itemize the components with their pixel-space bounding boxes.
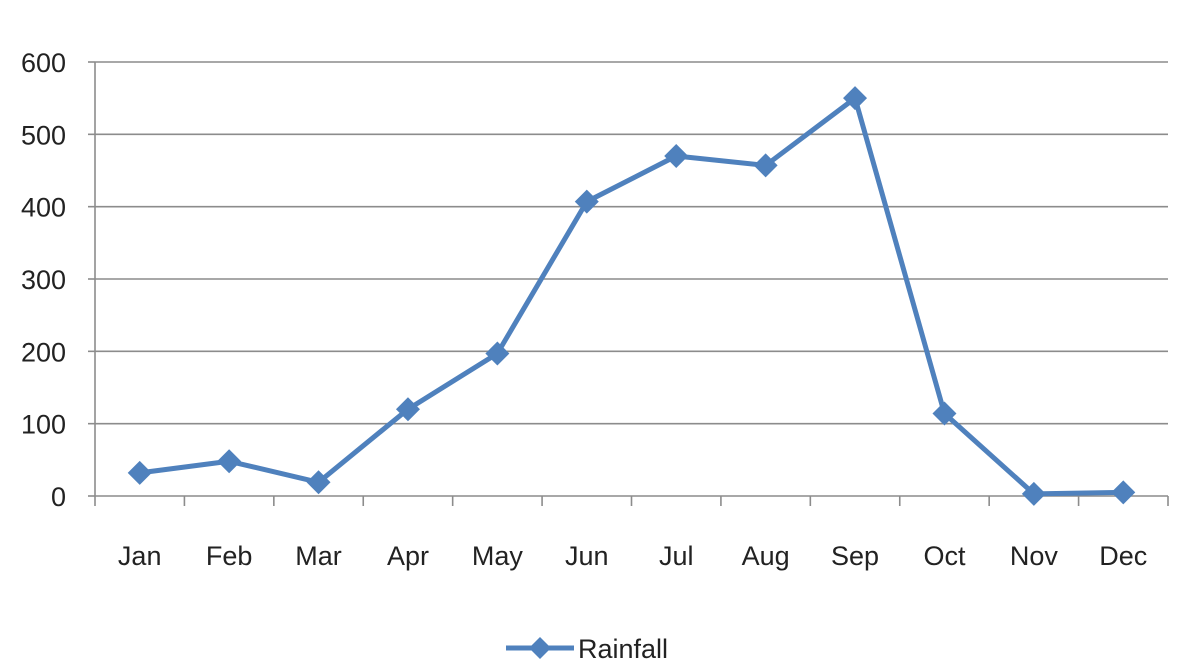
- x-tick-label: Jun: [565, 541, 609, 571]
- x-tick-label: Apr: [387, 541, 429, 571]
- legend-label: Rainfall: [578, 634, 668, 664]
- series-line: [137, 95, 1126, 497]
- data-point-marker: [217, 449, 242, 474]
- data-point-marker: [127, 460, 152, 485]
- x-tick-label: Sep: [831, 541, 879, 571]
- data-point-marker: [664, 144, 689, 169]
- x-tick-label: Dec: [1099, 541, 1147, 571]
- y-tick-label: 0: [51, 482, 66, 512]
- x-tick-labels: Jan Feb Mar Apr May Jun Jul Aug Sep Oct Nov Dec: [118, 541, 1147, 571]
- x-tick-label: Feb: [206, 541, 253, 571]
- data-point-marker: [574, 189, 599, 214]
- data-point-marker: [1111, 480, 1136, 505]
- data-point-marker: [843, 86, 868, 111]
- gridlines: [95, 61, 1168, 425]
- y-tick-label: 100: [21, 410, 66, 440]
- legend: Rainfall: [506, 634, 668, 664]
- y-tick-label: 500: [21, 120, 66, 150]
- data-point-marker: [753, 153, 778, 178]
- data-point-marker: [932, 401, 957, 426]
- y-tick-labels: 0 100 200 300 400 500 600: [21, 48, 66, 512]
- x-tick-label: Nov: [1010, 541, 1059, 571]
- x-tick-label: May: [472, 541, 524, 571]
- data-point-marker: [1021, 481, 1046, 506]
- data-point-marker: [485, 341, 510, 366]
- y-tick-label: 600: [21, 48, 66, 78]
- x-tick-label: Mar: [295, 541, 342, 571]
- data-point-marker: [395, 397, 420, 422]
- y-tick-label: 400: [21, 193, 66, 223]
- legend-marker: [529, 637, 551, 659]
- axes: [88, 61, 1169, 506]
- y-tick-label: 200: [21, 337, 66, 367]
- x-tick-label: Aug: [742, 541, 790, 571]
- x-tick-label: Jan: [118, 541, 162, 571]
- x-tick-label: Oct: [923, 541, 966, 571]
- y-tick-label: 300: [21, 265, 66, 295]
- series-rainfall: [127, 86, 1136, 506]
- data-point-marker: [306, 470, 331, 495]
- x-tick-label: Jul: [659, 541, 694, 571]
